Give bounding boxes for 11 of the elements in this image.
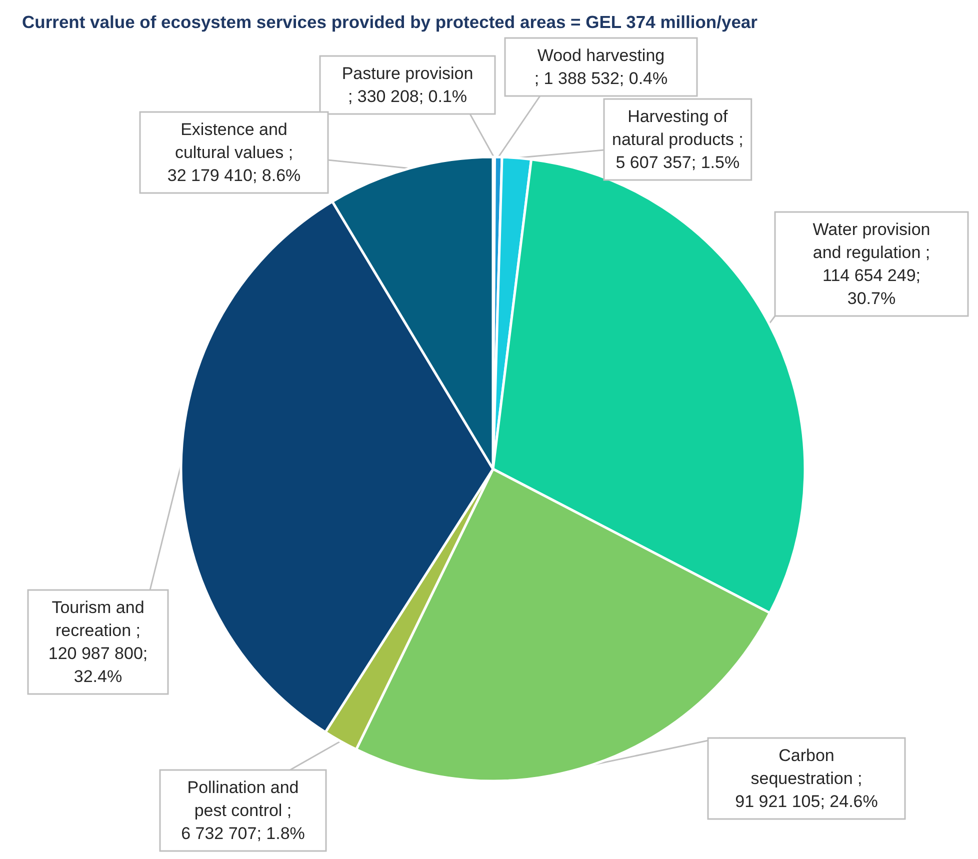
slice-label: Existence and cultural values ; 32 179 410; 8.6%	[167, 120, 301, 185]
data-label: ; 1 388 532; 0.4%	[534, 69, 668, 88]
slice-label: Pasture provision	[342, 64, 474, 83]
slice-label: Tourism and recreation ; 120 987 800; 32.4%	[48, 598, 148, 686]
slice-label: Wood harvesting	[537, 46, 665, 65]
slice-label: Pollination and pest control ; 6 732 707; 1.8%	[181, 778, 305, 843]
slice-label: Carbon sequestration ; 91 921 105; 24.6%	[735, 746, 878, 811]
slice-label: Water provision and regulation ; 114 654 249; 30.7%	[812, 220, 930, 308]
chart-title: Current value of ecosystem services provided by protected areas = GEL 374 million/year	[22, 12, 758, 32]
data-label: ; 330 208; 0.1%	[348, 87, 468, 106]
slice-label: Harvesting of natural products ; 5 607 357; 1.5%	[612, 107, 744, 172]
